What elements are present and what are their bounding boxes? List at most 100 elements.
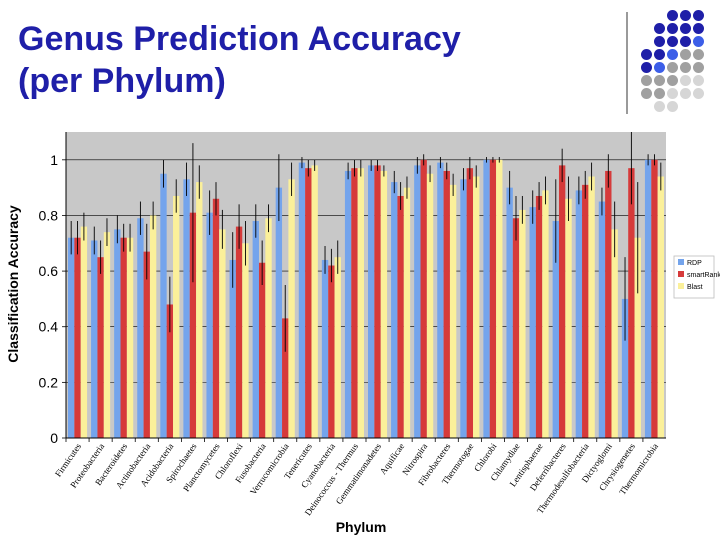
bar-rdp xyxy=(529,207,536,438)
bar-rdp xyxy=(483,159,490,438)
decorative-dot xyxy=(693,10,704,21)
bar-smartrank xyxy=(374,165,381,438)
bar-smartrank xyxy=(143,251,150,438)
decorative-dot xyxy=(654,36,665,47)
legend-swatch-rdp xyxy=(678,259,684,265)
bar-smartrank xyxy=(535,195,543,438)
bar-rdp xyxy=(460,179,467,439)
decorative-dot xyxy=(693,88,704,99)
decorative-dot xyxy=(641,62,652,73)
bar-blast xyxy=(634,237,641,438)
decorative-dot xyxy=(693,75,704,86)
bar-smartrank xyxy=(420,159,427,438)
y-tick-label: 0.2 xyxy=(39,374,59,390)
decorative-dot xyxy=(641,88,652,99)
y-tick-label: 0.4 xyxy=(39,319,59,335)
decorative-dot xyxy=(654,23,665,34)
decorative-divider xyxy=(626,12,628,114)
bar-smartrank xyxy=(282,318,289,438)
bar-rdp xyxy=(68,237,75,438)
bar-blast xyxy=(334,257,341,438)
bar-rdp xyxy=(344,170,352,439)
bar-blast xyxy=(611,229,618,438)
bar-smartrank xyxy=(489,159,497,438)
decorative-dot xyxy=(654,75,665,86)
bar-blast xyxy=(242,243,249,438)
legend-label-blast: Blast xyxy=(687,284,703,291)
bar-blast xyxy=(519,209,526,438)
slide-title-line-2: (per Phylum) xyxy=(18,62,226,100)
legend-swatch-smartrank xyxy=(678,271,684,277)
bar-blast xyxy=(173,195,180,438)
bar-rdp xyxy=(298,162,306,438)
bar-blast xyxy=(219,229,226,438)
bar-blast xyxy=(196,182,203,438)
decorative-dot xyxy=(667,23,678,34)
bar-blast xyxy=(357,168,364,438)
bar-blast xyxy=(565,198,572,438)
bar-smartrank xyxy=(651,159,658,438)
y-tick-label: 0 xyxy=(50,430,58,446)
bar-smartrank xyxy=(512,218,520,438)
bar-smartrank xyxy=(582,184,589,438)
bar-smartrank xyxy=(305,168,312,438)
bar-smartrank xyxy=(166,304,174,438)
decorative-dot xyxy=(693,36,704,47)
decorative-dot xyxy=(667,62,678,73)
bar-smartrank xyxy=(628,168,635,438)
bar-rdp xyxy=(114,229,121,438)
decorative-dot xyxy=(680,62,691,73)
decorative-dot xyxy=(693,49,704,60)
decorative-dot xyxy=(680,36,691,47)
bar-rdp xyxy=(91,240,98,438)
bar-smartrank xyxy=(189,212,197,438)
y-tick-label: 1 xyxy=(50,152,58,168)
decorative-dot xyxy=(680,23,691,34)
bar-blast xyxy=(496,159,503,438)
bar-rdp xyxy=(621,298,629,438)
bar-smartrank xyxy=(558,165,566,438)
bar-rdp xyxy=(137,218,144,438)
decorative-dot xyxy=(654,88,665,99)
bar-rdp xyxy=(414,165,421,438)
slide-title: Genus Prediction Accuracy (per Phylum) xyxy=(18,18,461,102)
x-axis-title: Phylum xyxy=(336,519,387,535)
decorative-dot xyxy=(641,49,652,60)
bar-blast xyxy=(588,176,595,438)
decorative-dot xyxy=(654,49,665,60)
decorative-dot xyxy=(654,101,665,112)
legend: RDP smartRank Blast xyxy=(673,255,720,299)
decorative-dot xyxy=(680,75,691,86)
decorative-dot xyxy=(667,10,678,21)
bar-blast xyxy=(473,176,480,438)
legend-label-smartrank: smartRank xyxy=(687,272,720,279)
y-tick-label: 0.6 xyxy=(39,263,59,279)
bar-rdp xyxy=(506,187,513,438)
bar-rdp xyxy=(206,212,213,438)
bar-rdp xyxy=(598,201,606,438)
accuracy-bar-chart: 00.20.40.60.81FirmicutesProteobacteriaBa… xyxy=(5,132,720,535)
bar-blast xyxy=(380,170,388,439)
bar-rdp xyxy=(368,165,375,438)
bar-rdp xyxy=(160,173,167,438)
decorative-dot xyxy=(680,10,691,21)
bar-blast xyxy=(657,176,664,438)
decorative-dot xyxy=(680,49,691,60)
bar-rdp xyxy=(275,187,283,438)
plot-area xyxy=(66,132,666,439)
bar-blast xyxy=(288,179,295,439)
bar-rdp xyxy=(321,259,329,438)
bar-rdp xyxy=(183,179,190,439)
bar-smartrank xyxy=(212,198,220,438)
y-axis-title: Classification Accuracy xyxy=(5,205,21,363)
bar-smartrank xyxy=(466,168,474,438)
bar-rdp xyxy=(391,182,398,438)
decorative-dot xyxy=(667,49,678,60)
decorative-dot xyxy=(654,62,665,73)
decorative-dot xyxy=(667,88,678,99)
legend-swatch-blast xyxy=(678,283,684,289)
bar-blast xyxy=(103,232,111,438)
slide-title-line-1: Genus Prediction Accuracy xyxy=(18,20,461,58)
bar-blast xyxy=(126,237,134,438)
bar-blast xyxy=(149,215,157,438)
